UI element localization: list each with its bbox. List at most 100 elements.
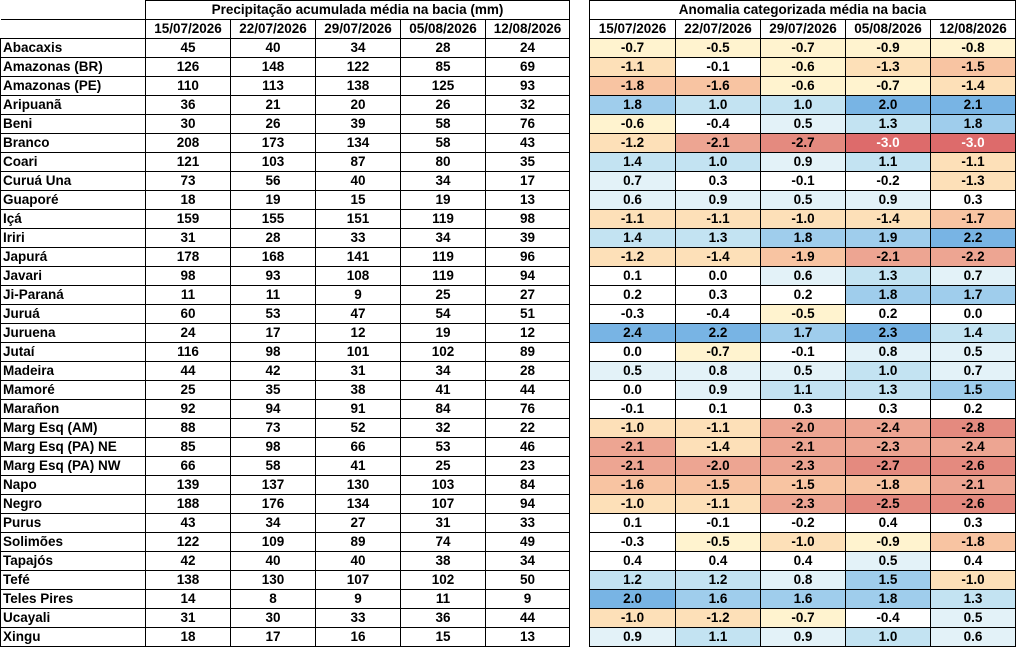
precip-value: 125 (400, 76, 486, 96)
basin-name: Marañon (0, 399, 146, 419)
anom-value: 0.0 (589, 380, 676, 400)
anom-value: -1.4 (845, 209, 931, 229)
anom-value: 0.9 (589, 627, 676, 647)
precip-date-header: 29/07/2026 (315, 19, 401, 39)
basin-name: Tapajós (0, 551, 146, 571)
precip-value: 103 (230, 152, 316, 172)
anom-value: -0.1 (760, 171, 846, 191)
precip-value: 76 (485, 114, 570, 134)
precip-value: 53 (400, 437, 486, 457)
table-row: Purus 43 34 27 31 33 (0, 513, 570, 533)
basin-name: Curuá Una (0, 171, 146, 191)
precip-value: 19 (400, 190, 486, 210)
anom-value: 0.1 (589, 513, 676, 533)
anom-value: 0.3 (930, 513, 1016, 533)
anom-value: 0.4 (930, 551, 1016, 571)
anom-value: -1.3 (930, 171, 1016, 191)
anom-value: -1.8 (845, 475, 931, 495)
table-row: -1.0 -1.1 -2.3 -2.5 -2.6 (589, 494, 1016, 514)
precip-value: 27 (485, 285, 570, 305)
table-row: 0.0 0.9 1.1 1.3 1.5 (589, 380, 1016, 400)
precip-value: 148 (230, 57, 316, 77)
anom-value: 1.3 (845, 114, 931, 134)
precip-value: 94 (485, 494, 570, 514)
anom-value: 1.5 (845, 570, 931, 590)
precip-value: 31 (315, 361, 401, 381)
precip-value: 25 (400, 456, 486, 476)
precip-value: 14 (145, 589, 231, 609)
basin-name: Tefé (0, 570, 146, 590)
precip-value: 39 (485, 228, 570, 248)
anom-value: -1.8 (589, 76, 676, 96)
anom-value: -2.8 (930, 418, 1016, 438)
table-row: Amazonas (BR) 126 148 122 85 69 (0, 57, 570, 77)
precip-value: 19 (400, 323, 486, 343)
anom-value: -2.1 (930, 475, 1016, 495)
anom-value: -1.2 (589, 133, 676, 153)
anom-value: 0.0 (675, 266, 761, 286)
precip-value: 13 (485, 190, 570, 210)
precip-value: 103 (400, 475, 486, 495)
anom-value: 1.2 (589, 570, 676, 590)
anom-value: 0.5 (845, 551, 931, 571)
anom-value: -1.0 (930, 570, 1016, 590)
anom-value: -2.7 (760, 133, 846, 153)
anom-value: -2.2 (930, 247, 1016, 267)
anom-value: 0.9 (845, 190, 931, 210)
precip-value: 43 (485, 133, 570, 153)
anom-value: 1.0 (845, 361, 931, 381)
anom-value: 1.6 (675, 589, 761, 609)
table-row: -1.1 -0.1 -0.6 -1.3 -1.5 (589, 57, 1016, 77)
corner-blank-2 (0, 19, 146, 39)
anom-value: -1.1 (675, 418, 761, 438)
basin-name: Juruá (0, 304, 146, 324)
anom-value: 1.2 (675, 570, 761, 590)
precip-value: 56 (230, 171, 316, 191)
anom-value: -1.1 (589, 209, 676, 229)
precip-value: 40 (315, 551, 401, 571)
anom-value: 0.7 (930, 266, 1016, 286)
precip-value: 52 (315, 418, 401, 438)
precip-value: 32 (400, 418, 486, 438)
anom-value: -0.1 (675, 57, 761, 77)
anom-value: -1.5 (930, 57, 1016, 77)
anom-value: 0.5 (760, 114, 846, 134)
precip-value: 130 (315, 475, 401, 495)
basin-name: Solimões (0, 532, 146, 552)
anom-date-header: 12/08/2026 (930, 19, 1016, 39)
precip-value: 92 (145, 399, 231, 419)
basin-name: Amazonas (PE) (0, 76, 146, 96)
anom-value: 0.5 (760, 361, 846, 381)
precip-value: 8 (230, 589, 316, 609)
anom-value: -2.1 (589, 456, 676, 476)
precip-value: 36 (400, 608, 486, 628)
precip-value: 31 (145, 228, 231, 248)
anom-value: -2.0 (675, 456, 761, 476)
table-row: -1.8 -1.6 -0.6 -0.7 -1.4 (589, 76, 1016, 96)
table-row: Teles Pires 14 8 9 11 9 (0, 589, 570, 609)
precip-value: 11 (230, 285, 316, 305)
anom-value: -0.5 (675, 532, 761, 552)
precip-value: 31 (145, 608, 231, 628)
precip-value: 16 (315, 627, 401, 647)
precip-value: 102 (400, 342, 486, 362)
table-row: 0.0 -0.7 -0.1 0.8 0.5 (589, 342, 1016, 362)
precip-value: 89 (485, 342, 570, 362)
precip-value: 93 (230, 266, 316, 286)
anom-value: -1.0 (760, 532, 846, 552)
anom-value: 2.4 (589, 323, 676, 343)
anom-value: -1.5 (675, 475, 761, 495)
precip-value: 46 (485, 437, 570, 457)
anom-value: -0.6 (760, 76, 846, 96)
precip-value: 34 (400, 228, 486, 248)
precip-value: 17 (230, 323, 316, 343)
basin-name: Mamoré (0, 380, 146, 400)
anom-value: -2.1 (760, 437, 846, 457)
table-row: Marañon 92 94 91 84 76 (0, 399, 570, 419)
precip-value: 34 (485, 551, 570, 571)
precip-value: 23 (485, 456, 570, 476)
anom-value: -0.9 (845, 38, 931, 58)
anom-value: 1.4 (589, 228, 676, 248)
anom-value: 0.6 (930, 627, 1016, 647)
precip-value: 91 (315, 399, 401, 419)
